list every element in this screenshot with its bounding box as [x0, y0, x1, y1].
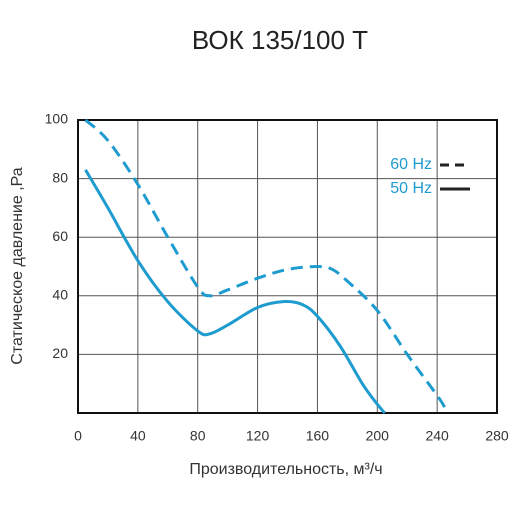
y-axis-label: Статическое давление ,Ра — [9, 167, 26, 364]
x-tick-label: 0 — [74, 428, 82, 444]
y-tick-label: 100 — [45, 111, 69, 127]
x-tick-label: 120 — [246, 428, 270, 444]
x-axis-label: Производительность, м³/ч — [189, 461, 382, 478]
x-tick-label: 280 — [485, 428, 509, 444]
plot-frame — [77, 119, 498, 414]
y-tick-label: 80 — [52, 169, 68, 185]
y-tick-label: 20 — [52, 345, 68, 361]
x-tick-label: 160 — [306, 428, 330, 444]
y-tick-label: 60 — [52, 228, 68, 244]
x-tick-label: 240 — [425, 428, 449, 444]
x-tick-label: 40 — [130, 428, 146, 444]
legend-label: 60 Hz — [390, 156, 432, 173]
series-line — [84, 169, 386, 414]
y-tick-label: 40 — [52, 287, 68, 303]
chart-title: ВОК 135/100 Т — [192, 25, 368, 55]
legend-label: 50 Hz — [390, 180, 432, 197]
series-line — [84, 118, 446, 408]
x-tick-label: 200 — [366, 428, 390, 444]
x-tick-label: 80 — [190, 428, 206, 444]
